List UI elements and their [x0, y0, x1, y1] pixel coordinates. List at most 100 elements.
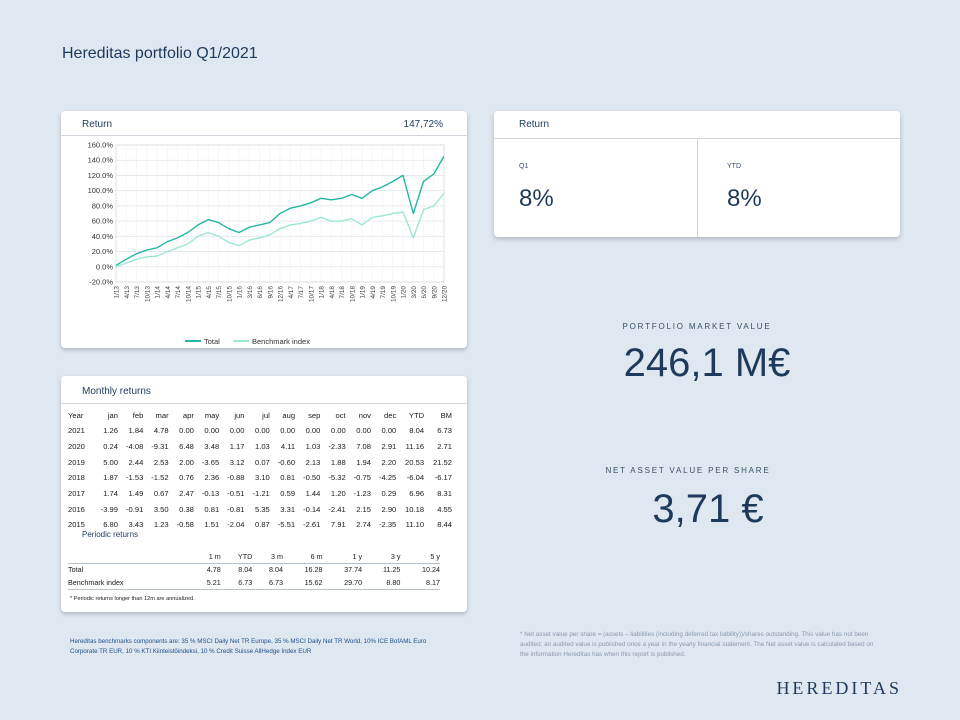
table-cell: 0.00 — [356, 426, 371, 436]
table-cell: 3 y — [362, 550, 401, 564]
x-tick-label: 1/20 — [401, 286, 408, 299]
table-cell: Total — [68, 565, 84, 575]
x-tick-label: 10/19 — [390, 286, 397, 302]
x-tick-label: 1/19 — [360, 286, 367, 299]
x-tick-label: 7/17 — [298, 286, 305, 299]
table-cell: 1.17 — [229, 442, 245, 452]
table-cell: 1.87 — [103, 473, 118, 483]
table-cell: 0.24 — [103, 442, 118, 452]
table-cell: -3.99 — [100, 504, 118, 514]
page-title: Hereditas portfolio Q1/2021 — [62, 45, 258, 62]
table-cell: aug — [282, 411, 296, 420]
table-cell: 6.96 — [409, 489, 425, 499]
table-cell: 1.74 — [103, 489, 118, 499]
card-divider — [61, 403, 467, 404]
table-cell: 2.15 — [356, 504, 371, 514]
table-cell: 1.23 — [153, 520, 169, 530]
table-cell: 8.80 — [362, 576, 401, 590]
table-cell: 8.04 — [238, 565, 253, 575]
table-cell: 2.36 — [204, 473, 220, 483]
return-summary-card: Return Q1 8% YTD 8% — [494, 111, 900, 237]
table-cell: -3.65 — [201, 457, 220, 467]
x-tick-label: 3/20 — [411, 286, 418, 299]
table-cell: 8.31 — [437, 489, 452, 499]
table-cell: 8.04 — [409, 426, 425, 436]
table-cell: 1.03 — [305, 442, 321, 452]
table-cell: 5.00 — [103, 457, 118, 467]
table-cell: may — [204, 411, 220, 420]
table-cell: -2.41 — [328, 504, 346, 514]
table-row: 2016 -3.99 -0.91 3.50 0.38 0.81 -0.81 5.35 3.31-… — [68, 501, 452, 517]
table-cell: 0.00 — [305, 426, 321, 436]
table-cell: 0.00 — [229, 426, 245, 436]
table-cell: -9.31 — [151, 442, 169, 452]
table-cell: 7.91 — [330, 520, 346, 530]
table-cell: 0.87 — [255, 520, 270, 530]
x-tick-label: 7/19 — [380, 286, 387, 299]
table-cell: 2021 — [68, 426, 85, 436]
table-cell: apr — [182, 411, 194, 420]
x-tick-label: 6/20 — [421, 286, 428, 299]
table-cell: 0.38 — [179, 504, 194, 514]
monthly-returns-table: Year jan feb mar apr may jun jul aug sep oct nov dec… — [68, 408, 452, 533]
series-line-benchmark — [115, 192, 445, 268]
table-cell: feb — [132, 411, 144, 420]
table-cell: 8.44 — [437, 520, 452, 530]
table-cell: BM — [440, 411, 452, 420]
table-cell: 15.62 — [283, 576, 323, 590]
table-cell: 0.81 — [204, 504, 220, 514]
table-cell: 3.31 — [280, 504, 296, 514]
y-tick-label: 60.0% — [92, 217, 114, 226]
table-cell: 21.52 — [432, 457, 452, 467]
table-cell: -0.51 — [227, 489, 245, 499]
x-tick-label: 7/18 — [339, 286, 346, 299]
table-cell: 6.73 — [220, 576, 253, 590]
table-cell: 5.35 — [255, 504, 270, 514]
hereditas-logo: HEREDITAS — [776, 678, 902, 698]
table-cell: -6.04 — [406, 473, 425, 483]
table-cell: 10.18 — [405, 504, 425, 514]
table-cell: 3.43 — [128, 520, 144, 530]
table-cell: 11.16 — [405, 442, 425, 452]
table-cell: 0.59 — [280, 489, 296, 499]
table-cell: sep — [308, 411, 321, 420]
table-cell: 8.04 — [269, 565, 284, 575]
monthly-returns-label: Monthly returns — [82, 386, 151, 397]
table-cell: 4.78 — [206, 565, 221, 575]
monthly-returns-card: Monthly returns Year jan feb mar apr may jun ju… — [61, 376, 467, 612]
table-cell: mar — [155, 411, 169, 420]
table-cell: -0.14 — [303, 504, 321, 514]
table-cell: 5.21 — [189, 576, 221, 590]
table-cell: 10.24 — [422, 565, 440, 575]
table-cell: -2.35 — [378, 520, 397, 530]
table-cell: YTD — [220, 550, 253, 564]
table-cell: 4.55 — [437, 504, 452, 514]
x-tick-label: 4/19 — [370, 286, 377, 299]
table-cell: 1 m — [189, 550, 221, 564]
table-cell: 2.91 — [381, 442, 397, 452]
table-cell: 6.80 — [103, 520, 118, 530]
x-tick-label: 10/17 — [308, 286, 315, 302]
table-cell: 6.48 — [179, 442, 194, 452]
table-cell: 3.10 — [255, 473, 270, 483]
table-cell: -0.58 — [176, 520, 194, 530]
table-cell: 2.90 — [381, 504, 397, 514]
table-cell: 29.70 — [322, 576, 363, 590]
table-cell: 2.13 — [305, 457, 321, 467]
table-cell: 2017 — [68, 489, 85, 499]
table-cell: 16.28 — [304, 565, 323, 575]
table-cell: 5 y — [400, 550, 440, 564]
x-tick-label: 10/14 — [185, 286, 192, 302]
card-divider — [61, 135, 467, 136]
table-cell: -1.53 — [125, 473, 144, 483]
x-tick-label: 7/15 — [216, 286, 223, 299]
table-cell: 2.44 — [128, 457, 144, 467]
market-value-label: PORTFOLIO MARKET VALUE — [622, 322, 772, 331]
table-cell: 1.49 — [128, 489, 144, 499]
table-cell: 0.00 — [330, 426, 346, 436]
table-cell: 0.29 — [381, 489, 397, 499]
x-tick-label: 1/14 — [155, 286, 162, 299]
return-line-chart: -20.0% 0.0% 20.0% 40.0% 60.0% 80.0% 100.0% 120.… — [88, 141, 449, 347]
table-cell: -0.81 — [227, 504, 245, 514]
